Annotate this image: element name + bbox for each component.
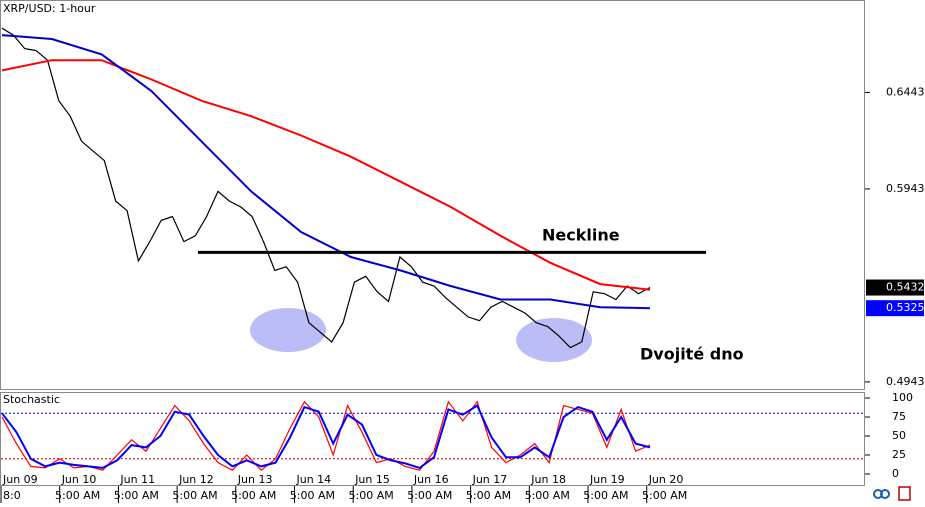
stoch-title-bg — [1, 393, 57, 407]
time-label: 5:00 AM — [114, 489, 159, 502]
time-label: 5:00 AM — [525, 489, 570, 502]
y-tick-label: 0.4943 — [886, 375, 925, 388]
date-label: Jun 17 — [472, 473, 508, 486]
stoch-title: Stochastic — [3, 393, 60, 406]
time-label: 5:00 AM — [583, 489, 628, 502]
series-line — [1, 404, 651, 470]
y-tick-label: 75 — [892, 410, 906, 423]
toolbar-icons[interactable] — [873, 486, 911, 501]
y-tick-label: 0 — [892, 467, 899, 480]
time-label: 5:00 AM — [55, 489, 100, 502]
series-line — [1, 59, 651, 291]
time-label: 8:0 — [3, 489, 21, 502]
y-tick-label: 0.6443 — [886, 85, 925, 98]
time-label: 5:00 AM — [466, 489, 511, 502]
time-label: 5:00 AM — [642, 489, 687, 502]
series-line — [1, 27, 651, 349]
time-label: 5:00 AM — [349, 489, 394, 502]
date-label: Jun 14 — [296, 473, 332, 486]
title-bg — [1, 1, 96, 17]
price-label-bg — [866, 279, 924, 296]
time-label: 5:00 AM — [231, 489, 276, 502]
y-tick-label: 50 — [892, 429, 906, 442]
time-label: 5:00 AM — [290, 489, 335, 502]
date-label: Jun 13 — [237, 473, 273, 486]
time-label: 5:00 AM — [172, 489, 217, 502]
price-label-bg — [866, 300, 924, 317]
bottom-highlight — [250, 308, 326, 352]
y-tick-label: 0.5943 — [886, 182, 925, 195]
date-label: Jun 15 — [354, 473, 390, 486]
date-label: Jun 09 — [2, 473, 38, 486]
date-label: Jun 16 — [413, 473, 449, 486]
date-label: Jun 12 — [178, 473, 214, 486]
price-label: 0.5325 — [886, 301, 925, 314]
date-label: Jun 18 — [530, 473, 566, 486]
neckline-label: Neckline — [542, 226, 620, 245]
series-line — [1, 34, 651, 310]
annotation: Dvojité dno — [640, 345, 744, 364]
date-label: Jun 19 — [589, 473, 625, 486]
date-label: Jun 20 — [648, 473, 684, 486]
stoch-frame — [0, 392, 865, 486]
date-label: Jun 11 — [119, 473, 155, 486]
chart-title: XRP/USD: 1-hour — [3, 2, 96, 15]
y-tick-label: 100 — [892, 391, 913, 404]
y-tick-label: 25 — [892, 448, 906, 461]
series-line — [1, 400, 651, 472]
bottom-highlight — [516, 318, 592, 362]
date-label: Jun 10 — [61, 473, 97, 486]
price-frame — [0, 0, 865, 390]
price-label: 0.5432 — [886, 281, 925, 294]
time-label: 5:00 AM — [407, 489, 452, 502]
